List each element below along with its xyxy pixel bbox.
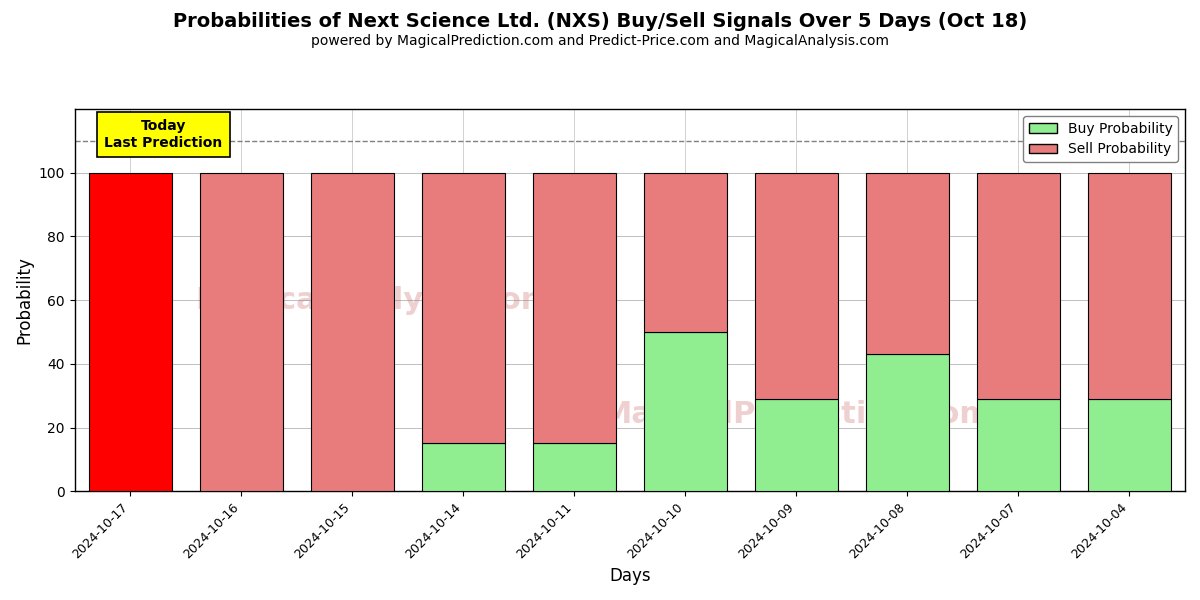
Bar bbox=[865, 354, 949, 491]
Text: powered by MagicalPrediction.com and Predict-Price.com and MagicalAnalysis.com: powered by MagicalPrediction.com and Pre… bbox=[311, 34, 889, 48]
Bar bbox=[755, 173, 838, 399]
Bar bbox=[533, 443, 616, 491]
Text: MagicalPrediction.com: MagicalPrediction.com bbox=[601, 400, 991, 430]
Bar bbox=[1088, 399, 1171, 491]
X-axis label: Days: Days bbox=[610, 567, 650, 585]
Bar bbox=[977, 399, 1060, 491]
Text: MagicalAnalysis.com: MagicalAnalysis.com bbox=[196, 286, 553, 314]
Bar bbox=[533, 173, 616, 443]
Text: Probabilities of Next Science Ltd. (NXS) Buy/Sell Signals Over 5 Days (Oct 18): Probabilities of Next Science Ltd. (NXS)… bbox=[173, 12, 1027, 31]
Bar bbox=[1088, 173, 1171, 399]
Bar bbox=[421, 173, 505, 443]
Bar bbox=[755, 399, 838, 491]
Bar bbox=[977, 173, 1060, 399]
Bar bbox=[89, 173, 172, 491]
Bar bbox=[643, 173, 727, 332]
Legend: Buy Probability, Sell Probability: Buy Probability, Sell Probability bbox=[1024, 116, 1178, 162]
Bar bbox=[311, 173, 394, 491]
Bar bbox=[199, 173, 283, 491]
Bar bbox=[643, 332, 727, 491]
Y-axis label: Probability: Probability bbox=[16, 256, 34, 344]
Bar bbox=[421, 443, 505, 491]
Text: Today
Last Prediction: Today Last Prediction bbox=[104, 119, 223, 149]
Bar bbox=[865, 173, 949, 354]
